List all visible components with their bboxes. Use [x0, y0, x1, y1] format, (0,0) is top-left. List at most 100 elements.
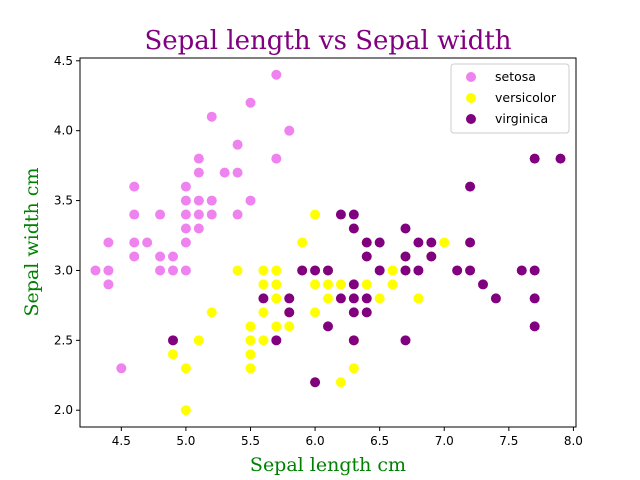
virginica-point	[490, 293, 501, 304]
virginica-point	[529, 321, 540, 332]
versicolor-point	[258, 279, 269, 290]
versicolor-point	[387, 265, 398, 276]
virginica-point	[465, 265, 476, 276]
virginica-point	[348, 293, 359, 304]
setosa-point	[90, 265, 101, 276]
y-axis: 2.0 2.5 3.0 3.5 4.0 4.5	[54, 54, 80, 417]
versicolor-point	[439, 237, 450, 248]
setosa-point	[129, 251, 140, 262]
y-tick-label: 2.5	[54, 333, 73, 347]
versicolor-point	[348, 363, 359, 374]
setosa-point	[193, 195, 204, 206]
chart-title: Sepal length vs Sepal width	[144, 26, 511, 56]
y-axis-label: Sepal width cm	[21, 168, 43, 317]
setosa-point	[271, 153, 282, 164]
setosa-point	[219, 167, 230, 178]
virginica-point	[258, 293, 269, 304]
versicolor-point	[232, 265, 243, 276]
versicolor-point	[168, 349, 178, 360]
setosa-point	[206, 111, 217, 122]
virginica-point	[413, 265, 424, 276]
versicolor-point	[193, 335, 204, 346]
versicolor-point	[374, 293, 385, 304]
virginica-point	[348, 335, 359, 346]
virginica-point	[374, 237, 385, 248]
setosa-point	[103, 237, 114, 248]
virginica-point	[271, 335, 282, 346]
setosa-point	[232, 167, 243, 178]
virginica-point	[361, 293, 372, 304]
x-tick-label: 7.5	[499, 434, 518, 448]
setosa-point	[103, 265, 114, 276]
setosa-point	[129, 209, 140, 220]
series-setosa	[90, 69, 295, 374]
virginica-point	[348, 223, 359, 234]
legend-marker-virginica	[466, 114, 476, 124]
x-tick-label: 4.5	[112, 434, 131, 448]
versicolor-point	[297, 237, 308, 248]
virginica-point	[426, 251, 437, 262]
virginica-point	[516, 265, 527, 276]
setosa-point	[180, 223, 191, 234]
setosa-point	[284, 125, 295, 136]
setosa-point	[245, 195, 256, 206]
virginica-point	[310, 265, 321, 276]
versicolor-point	[180, 405, 191, 416]
versicolor-point	[258, 265, 269, 276]
virginica-point	[361, 237, 372, 248]
versicolor-point	[258, 307, 269, 318]
virginica-point	[335, 209, 346, 220]
versicolor-point	[245, 335, 256, 346]
x-tick-label: 6.0	[306, 434, 325, 448]
setosa-point	[168, 265, 178, 276]
virginica-point	[465, 181, 476, 192]
legend-marker-versicolor	[466, 93, 476, 103]
legend-label-virginica: virginica	[495, 111, 548, 126]
setosa-point	[155, 251, 166, 262]
x-tick-label: 7.0	[435, 434, 454, 448]
virginica-point	[400, 223, 411, 234]
setosa-point	[232, 209, 243, 220]
versicolor-point	[206, 307, 217, 318]
versicolor-point	[413, 293, 424, 304]
virginica-point	[374, 265, 385, 276]
y-tick-label: 4.0	[54, 124, 73, 138]
y-tick-label: 3.5	[54, 194, 73, 208]
virginica-point	[426, 237, 437, 248]
virginica-point	[348, 279, 359, 290]
virginica-point	[323, 321, 333, 332]
x-tick-label: 5.5	[241, 434, 260, 448]
virginica-point	[400, 335, 411, 346]
versicolor-point	[310, 307, 321, 318]
setosa-point	[142, 237, 153, 248]
virginica-point	[400, 251, 411, 262]
virginica-point	[348, 209, 359, 220]
x-tick-label: 8.0	[564, 434, 583, 448]
data-points	[90, 69, 566, 416]
x-tick-label: 6.5	[370, 434, 389, 448]
virginica-point	[310, 377, 321, 388]
versicolor-point	[387, 279, 398, 290]
virginica-point	[529, 265, 540, 276]
versicolor-point	[361, 279, 372, 290]
setosa-point	[232, 139, 243, 150]
virginica-point	[284, 307, 295, 318]
virginica-point	[478, 279, 488, 290]
virginica-point	[529, 153, 540, 164]
versicolor-point	[245, 321, 256, 332]
versicolor-point	[180, 363, 191, 374]
setosa-point	[155, 209, 166, 220]
setosa-point	[193, 209, 204, 220]
setosa-point	[206, 209, 217, 220]
legend-label-versicolor: versicolor	[495, 90, 557, 105]
virginica-point	[361, 307, 372, 318]
virginica-point	[348, 307, 359, 318]
setosa-point	[271, 69, 282, 80]
versicolor-point	[310, 209, 321, 220]
setosa-point	[193, 167, 204, 178]
setosa-point	[206, 195, 217, 206]
versicolor-point	[323, 279, 333, 290]
y-tick-label: 3.0	[54, 263, 73, 277]
virginica-point	[323, 265, 333, 276]
